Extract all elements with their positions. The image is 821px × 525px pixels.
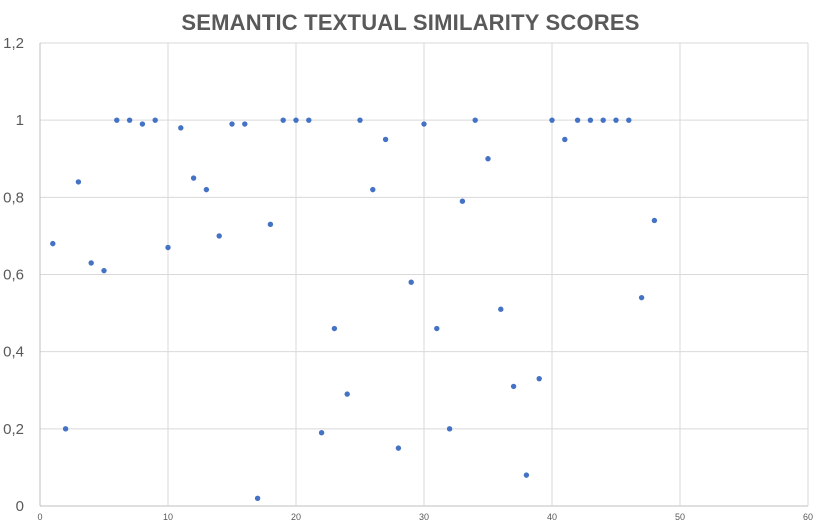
data-point xyxy=(242,121,248,127)
data-point xyxy=(638,294,645,301)
data-point xyxy=(408,279,414,285)
data-point xyxy=(485,156,491,162)
data-point xyxy=(472,117,478,123)
y-tick-label: 0,8 xyxy=(3,189,24,206)
data-point xyxy=(382,136,389,143)
x-tick-label: 30 xyxy=(419,512,429,522)
x-tick-label: 0 xyxy=(37,512,42,522)
data-point xyxy=(75,179,82,185)
data-point xyxy=(267,221,274,228)
data-point xyxy=(498,306,504,312)
data-point xyxy=(562,136,568,143)
y-axis-ticks: 0 0,2 0,4 0,6 0,8 1 1,2 xyxy=(3,35,24,515)
data-point xyxy=(613,117,619,123)
y-tick-label: 0,4 xyxy=(3,344,24,361)
data-point xyxy=(126,117,133,123)
data-point xyxy=(395,445,402,451)
data-point xyxy=(293,117,299,123)
data-point xyxy=(587,117,594,123)
data-points xyxy=(50,117,658,501)
data-point xyxy=(446,426,453,432)
data-point xyxy=(357,117,363,123)
data-point xyxy=(370,186,376,193)
data-point xyxy=(152,117,158,123)
data-point xyxy=(88,260,94,266)
x-tick-label: 60 xyxy=(803,512,813,522)
data-point xyxy=(536,375,542,382)
x-tick-label: 50 xyxy=(675,512,685,522)
data-point xyxy=(280,117,286,123)
data-point xyxy=(178,125,184,131)
x-tick-label: 40 xyxy=(547,512,557,522)
data-point xyxy=(318,429,325,436)
data-point xyxy=(101,267,107,274)
data-point xyxy=(216,233,222,239)
y-tick-label: 0,2 xyxy=(3,421,24,438)
y-tick-label: 0 xyxy=(16,498,24,515)
data-point xyxy=(344,391,350,397)
data-point xyxy=(523,472,530,478)
data-point xyxy=(306,117,312,123)
chart-title: SEMANTIC TEXTUAL SIMILARITY SCORES xyxy=(181,10,640,35)
grid-lines xyxy=(39,42,809,507)
data-point xyxy=(421,121,427,127)
data-point xyxy=(459,198,466,204)
data-point xyxy=(651,217,658,224)
y-tick-label: 1 xyxy=(16,112,24,129)
data-point xyxy=(434,325,440,332)
data-point xyxy=(510,383,517,390)
x-tick-label: 20 xyxy=(291,512,301,522)
data-point xyxy=(139,121,146,127)
data-point xyxy=(114,117,120,123)
data-point xyxy=(549,117,555,123)
data-point xyxy=(574,117,581,123)
data-point xyxy=(331,325,338,332)
data-point xyxy=(254,495,261,501)
data-point xyxy=(229,121,235,127)
x-axis-ticks: 0 10 20 30 40 50 60 xyxy=(37,512,813,522)
data-point xyxy=(62,426,69,432)
x-tick-label: 10 xyxy=(163,512,173,522)
data-point xyxy=(165,244,171,251)
data-point xyxy=(190,175,197,181)
y-tick-label: 1,2 xyxy=(3,35,24,52)
y-tick-label: 0,6 xyxy=(3,267,24,284)
data-point xyxy=(203,186,210,193)
data-point xyxy=(600,117,606,123)
data-point xyxy=(626,117,632,123)
data-point xyxy=(50,240,56,247)
